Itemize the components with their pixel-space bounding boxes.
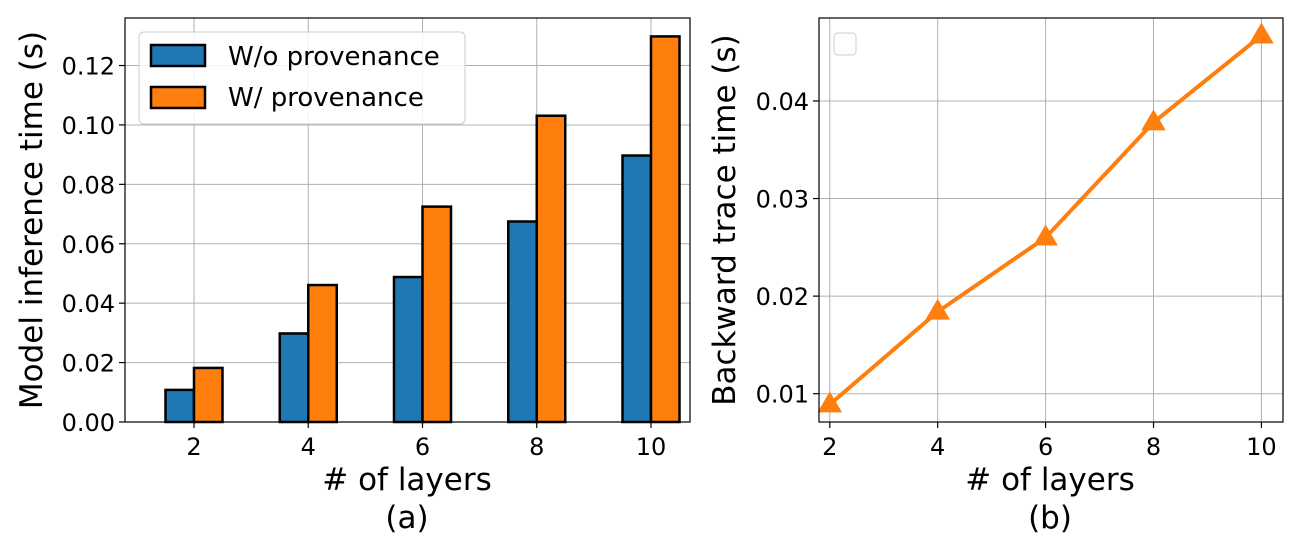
panel-b-x-tick-label: 10: [1246, 433, 1277, 461]
panel-a-x-tick-label: 2: [186, 433, 201, 461]
panel-b-y-ticks: 0.01 0.02 0.03 0.04: [756, 88, 819, 409]
panel-b-y-tick-label: 0.04: [756, 88, 809, 116]
panel-a-x-tick-label: 10: [636, 433, 667, 461]
panel-a-x-ticks: 2 4 6 8 10: [186, 422, 666, 461]
triangle-marker-8: [1141, 109, 1166, 131]
triangle-marker-10: [1249, 22, 1274, 44]
panel-a-bars: [164, 35, 681, 424]
panel-a-y-tick-label: 0.02: [62, 350, 115, 378]
panel-b-x-tick-label: 4: [930, 433, 945, 461]
panel-b-y-tick-label: 0.01: [756, 381, 809, 409]
panel-b-frame: [818, 17, 1284, 423]
legend-label-wo-provenance: W/o provenance: [228, 42, 440, 72]
panel-a-y-tick-label: 0.04: [62, 290, 115, 318]
panel-b-caption: (b): [1028, 500, 1072, 536]
legend-label-w-provenance: W/ provenance: [228, 83, 424, 113]
panel-a-x-tick-label: 4: [301, 433, 316, 461]
panel-b: 0.010.020.030.04 2 4 6 8 10 # of layers (b) …: [707, 17, 1284, 536]
triangle-marker-4: [925, 298, 950, 320]
bar-w-provenance-8: [535, 114, 567, 424]
panel-b-grid: [819, 18, 1283, 422]
bar-w-provenance-6: [421, 205, 453, 424]
triangle-marker-6: [1033, 224, 1058, 246]
panel-a-legend: W/o provenance W/ provenance: [138, 31, 466, 125]
bar-wo-provenance-6: [392, 275, 424, 424]
panel-b-x-ticks: 2 4 6 8 10: [822, 422, 1277, 461]
panel-b-x-tick-label: 2: [822, 433, 837, 461]
panel-a-y-axis-label: Model inference time (s): [14, 31, 50, 409]
legend-swatch-wo-provenance: [149, 43, 207, 68]
bar-wo-provenance-2: [164, 388, 196, 424]
legend-swatch-w-provenance: [149, 85, 207, 110]
panel-b-line: [817, 22, 1274, 413]
panel-b-y-tick-label: 0.03: [756, 186, 809, 214]
bar-w-provenance-2: [192, 366, 224, 424]
panel-a-y-tick-label: 0.12: [62, 53, 115, 81]
panel-a: 0.00 0.02 0.04 0.06 0.08 0.10 0.12 2 4 6 8 10 # of…: [14, 17, 691, 536]
legend-box: [138, 31, 466, 125]
panel-a-y-ticks: 0.00 0.02 0.04 0.06 0.08 0.10 0.12: [62, 53, 125, 437]
bar-wo-provenance-10: [621, 154, 653, 424]
panel-a-x-tick-label: 8: [529, 433, 544, 461]
bar-wo-provenance-4: [278, 332, 310, 424]
panel-b-empty-legend: [833, 32, 857, 56]
panel-a-y-tick-label: 0.10: [62, 112, 115, 140]
bar-wo-provenance-8: [507, 220, 538, 424]
panel-a-x-tick-label: 6: [415, 433, 430, 461]
bar-w-provenance-4: [307, 283, 338, 424]
panel-a-x-axis-label: # of layers: [322, 462, 492, 498]
panel-b-y-axis-label: Backward trace time (s): [707, 34, 743, 405]
panel-a-frame: [124, 17, 691, 423]
panel-a-y-tick-label: 0.08: [62, 171, 115, 199]
bar-w-provenance-10: [649, 35, 681, 424]
panel-b-y-tick-label: 0.02: [756, 283, 809, 311]
panel-b-x-axis-label: # of layers: [965, 462, 1135, 498]
panel-a-y-tick-label: 0.00: [62, 409, 115, 437]
panel-a-caption: (a): [385, 500, 428, 536]
panel-b-x-tick-label: 8: [1146, 433, 1161, 461]
panel-a-y-tick-label: 0.06: [62, 231, 115, 259]
triangle-marker-2: [817, 391, 843, 413]
panel-b-x-tick-label: 6: [1038, 433, 1053, 461]
